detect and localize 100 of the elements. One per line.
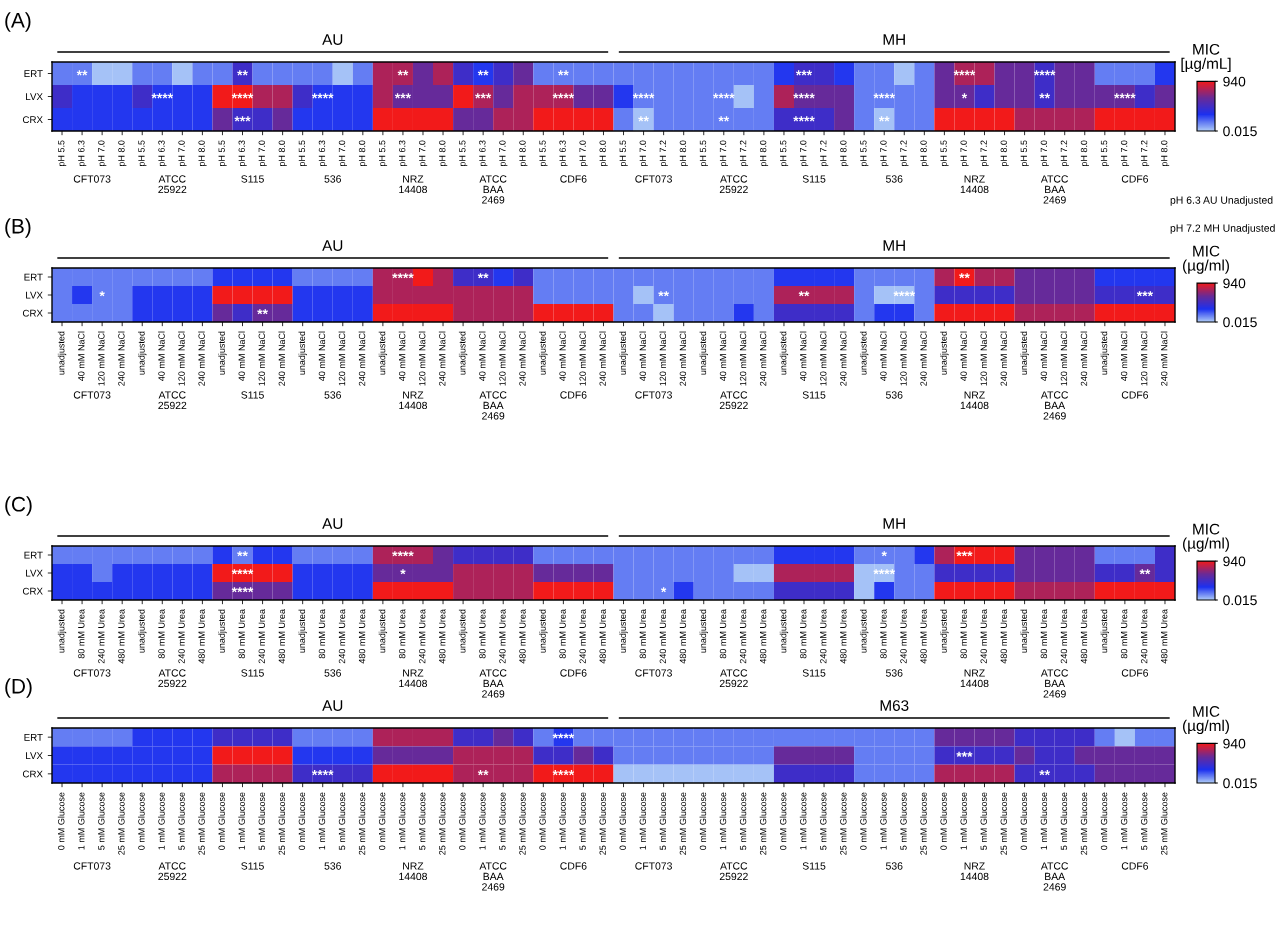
color-bar-label: 0.015 xyxy=(1223,126,1257,137)
x-tick-label: 25 mM Glucose xyxy=(1000,792,1007,855)
text: 536 xyxy=(885,669,903,677)
x-tick-label: 1 mM Glucose xyxy=(880,792,887,850)
data-label: **** xyxy=(231,569,254,575)
x-tick-label: pH 8.0 xyxy=(840,140,849,167)
data-label: * xyxy=(400,569,406,575)
x-tick-label: 40 mM NaCl xyxy=(158,331,165,381)
text: NRZ 14408 xyxy=(960,862,989,881)
data-label: ** xyxy=(76,70,88,76)
text: NRZ 14408 xyxy=(399,669,427,688)
x-tick-label: 240 mM NaCl xyxy=(599,331,606,386)
x-tick-label: pH 8.0 xyxy=(358,140,368,167)
x-tick-label: 0 mM Glucose xyxy=(458,792,466,850)
x-tick-label: 480 mM Urea xyxy=(358,609,366,664)
x-tick-label: 1 mM Glucose xyxy=(639,792,646,850)
x-tick-label: 480 mM Urea xyxy=(1080,609,1088,664)
x-tick-label: 240 mM Urea xyxy=(338,609,346,664)
text: NRZ 14408 xyxy=(399,175,427,194)
x-tick-label: 80 mM Urea xyxy=(318,609,326,659)
text: CFT073 xyxy=(635,669,672,677)
x-tick-label: 40 mM NaCl xyxy=(719,331,727,381)
text: CDF6 xyxy=(1121,391,1149,399)
x-tick-label: 5 mM Glucose xyxy=(1140,792,1148,850)
data-label: ** xyxy=(237,70,248,76)
text: AU xyxy=(322,240,343,251)
x-tick-label: 240 mM Urea xyxy=(900,609,907,664)
text: CFT073 xyxy=(73,862,111,870)
text: S115 xyxy=(802,669,826,677)
x-tick-label: pH 5.5 xyxy=(780,140,789,167)
y-tick-label: CRX xyxy=(22,770,43,778)
x-tick-label: 0 mM Glucose xyxy=(1100,792,1108,850)
x-tick-label: pH 7.2 xyxy=(659,140,668,167)
text: ATCC BAA 2469 xyxy=(1040,391,1069,420)
x-tick-label: 240 mM NaCl xyxy=(519,331,526,386)
x-tick-label: 80 mM Urea xyxy=(719,609,727,659)
text: CDF6 xyxy=(1121,175,1149,183)
data-label: **** xyxy=(953,70,976,76)
x-tick-label: 0 mM Glucose xyxy=(138,792,145,850)
color-bar-title: MIC [µg/mL] xyxy=(1181,43,1231,72)
x-tick-label: pH 7.0 xyxy=(178,140,187,167)
text: ATCC BAA 2469 xyxy=(479,669,507,698)
color-bar-title: MIC (µg/ml) xyxy=(1183,523,1229,552)
x-tick-label: unadjusted xyxy=(699,609,708,653)
x-tick-label: pH 5.5 xyxy=(459,140,468,167)
x-tick-label: 240 mM Urea xyxy=(659,609,667,664)
x-tick-label: unadjusted xyxy=(619,331,628,375)
x-tick-label: 40 mM NaCl xyxy=(478,331,486,381)
x-tick-label: pH 7.0 xyxy=(98,140,107,167)
data-label: **** xyxy=(552,93,575,99)
text: ATCC BAA 2469 xyxy=(479,175,507,204)
x-tick-label: 120 mM NaCl xyxy=(418,331,426,386)
data-label: **** xyxy=(713,93,735,99)
data-label: ** xyxy=(1039,770,1051,776)
x-tick-label: pH 5.5 xyxy=(218,140,227,167)
x-tick-label: 480 mM Urea xyxy=(198,609,205,664)
x-tick-label: 1 mM Glucose xyxy=(158,792,165,850)
x-tick-label: 0 mM Glucose xyxy=(779,792,787,850)
data-label: * xyxy=(961,93,968,99)
x-tick-label: 240 mM Urea xyxy=(579,609,586,664)
text: S115 xyxy=(241,391,264,399)
x-tick-label: pH 8.0 xyxy=(759,140,769,167)
x-tick-label: pH 6.3 xyxy=(398,140,408,167)
data-label: **** xyxy=(793,93,815,99)
x-tick-label: unadjusted xyxy=(57,331,67,375)
data-label: * xyxy=(99,291,105,297)
text: 536 xyxy=(324,862,341,870)
y-tick-label: CRX xyxy=(22,116,43,124)
x-tick-label: 5 mM Glucose xyxy=(418,792,426,850)
data-label: ** xyxy=(878,116,890,122)
x-tick-label: pH 7.2 xyxy=(820,140,829,167)
data-label: ** xyxy=(477,70,489,76)
y-tick-label: CRX xyxy=(22,587,43,595)
data-label: **** xyxy=(392,551,414,557)
x-tick-label: unadjusted xyxy=(57,609,67,653)
data-label: ** xyxy=(638,116,649,122)
x-tick-label: unadjusted xyxy=(218,609,227,653)
x-tick-label: 0 mM Glucose xyxy=(859,792,867,850)
x-tick-label: 25 mM Glucose xyxy=(679,792,687,855)
data-label: *** xyxy=(1136,291,1154,297)
x-tick-label: 1 mM Glucose xyxy=(478,792,486,850)
text: ATCC 25922 xyxy=(719,862,748,881)
x-tick-label: 1 mM Glucose xyxy=(960,792,967,850)
x-tick-label: 480 mM Urea xyxy=(1161,609,1168,664)
x-tick-label: 120 mM NaCl xyxy=(900,331,907,386)
chart-title: (C) xyxy=(5,496,32,516)
data-label: *** xyxy=(956,551,973,557)
data-label: *** xyxy=(394,93,412,99)
y-tick-label: ERT xyxy=(24,273,43,281)
data-label: ** xyxy=(477,770,489,776)
data-label: ** xyxy=(257,309,268,315)
x-tick-label: pH 8.0 xyxy=(1161,140,1170,167)
x-tick-label: 25 mM Glucose xyxy=(278,792,286,855)
x-tick-label: pH 7.0 xyxy=(800,140,809,167)
x-tick-label: pH 6.3 xyxy=(559,140,568,167)
x-tick-label: 240 mM Urea xyxy=(499,609,506,664)
x-tick-label: 80 mM Urea xyxy=(1120,609,1128,659)
x-tick-label: pH 5.5 xyxy=(138,140,147,167)
text: S115 xyxy=(802,175,826,183)
x-tick-label: 5 mM Glucose xyxy=(819,792,827,850)
